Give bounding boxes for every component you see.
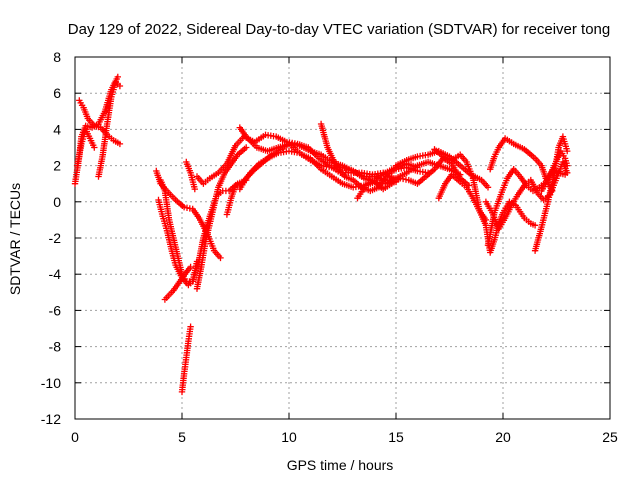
data-point [116, 140, 124, 148]
y-tick-label: 2 [53, 158, 61, 174]
series-track-b [76, 97, 124, 148]
y-tick-label: 0 [53, 194, 61, 210]
data-point [564, 162, 571, 169]
y-tick-label: -6 [49, 302, 62, 318]
series-track-q [354, 155, 472, 202]
data-point [482, 216, 490, 224]
series-track-g [157, 176, 201, 285]
x-tick-label: 20 [495, 429, 511, 445]
y-tick-label: -10 [41, 375, 61, 391]
series-track-i [178, 323, 194, 396]
data-point [531, 222, 539, 229]
y-tick-label: -12 [41, 411, 61, 427]
data-point [243, 144, 250, 151]
data-point [564, 147, 571, 155]
data-point [217, 254, 224, 262]
data-point [187, 323, 194, 330]
x-tick-labels: 0 5 10 15 20 25 [71, 429, 618, 445]
grid-lines [75, 57, 610, 419]
x-tick-label: 15 [388, 429, 404, 445]
series-track-v [487, 135, 556, 195]
y-tick-labels: 8 6 4 2 0 -2 -4 -6 -8 -10 -12 [41, 49, 61, 427]
data-point [193, 258, 201, 265]
y-tick-label: 8 [53, 49, 61, 65]
x-tick-label: 5 [178, 429, 186, 445]
data-point [484, 184, 492, 191]
series-track-t [435, 171, 490, 224]
x-tick-label: 10 [281, 429, 297, 445]
data-point [191, 185, 198, 193]
series-track-j [183, 158, 198, 193]
y-tick-label: -8 [49, 339, 62, 355]
data-point [91, 144, 98, 151]
series-track-y [538, 147, 571, 195]
axis-ticks [74, 56, 611, 420]
y-tick-label: -4 [49, 266, 62, 282]
y-axis-label: SDTVAR / TECUs [7, 183, 23, 295]
series-track-d [73, 126, 98, 169]
y-tick-label: 6 [53, 85, 61, 101]
data-point [187, 263, 194, 271]
data-point [116, 82, 124, 90]
data-point [564, 169, 571, 176]
chart-title: Day 129 of 2022, Sidereal Day-to-day VTE… [68, 21, 610, 38]
series-track-c [95, 79, 124, 180]
y-tick-label: 4 [53, 121, 61, 137]
x-tick-label: 0 [71, 429, 79, 445]
series-track-h [161, 263, 194, 303]
data-point [114, 73, 121, 81]
x-tick-label: 25 [602, 429, 618, 445]
x-axis-label: GPS time / hours [287, 457, 394, 473]
data-points [71, 73, 571, 396]
series-track-w [482, 158, 571, 233]
y-tick-label: -2 [49, 230, 62, 246]
